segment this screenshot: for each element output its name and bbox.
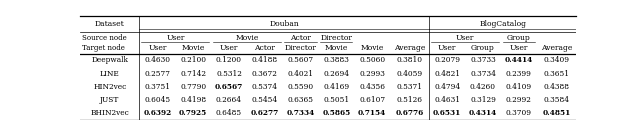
- Text: Movie: Movie: [360, 44, 384, 52]
- Text: User: User: [220, 44, 238, 52]
- Text: 0.5060: 0.5060: [359, 56, 385, 64]
- Text: Movie: Movie: [235, 34, 259, 42]
- Text: 0.4851: 0.4851: [542, 109, 570, 117]
- Text: 0.4188: 0.4188: [252, 56, 278, 64]
- Text: 0.2100: 0.2100: [180, 56, 206, 64]
- Text: Target node: Target node: [82, 44, 125, 52]
- Text: BlogCatalog: BlogCatalog: [479, 20, 526, 28]
- Text: Director: Director: [285, 44, 316, 52]
- Text: Douban: Douban: [269, 20, 300, 28]
- Text: 0.3584: 0.3584: [543, 96, 570, 104]
- Text: 0.2664: 0.2664: [216, 96, 242, 104]
- Text: 0.3672: 0.3672: [252, 70, 278, 77]
- Text: 0.6277: 0.6277: [251, 109, 279, 117]
- Text: Group: Group: [471, 44, 495, 52]
- Text: Dataset: Dataset: [95, 20, 125, 28]
- Text: 0.4631: 0.4631: [434, 96, 460, 104]
- Text: User: User: [438, 44, 456, 52]
- Text: 0.5371: 0.5371: [397, 83, 422, 91]
- Text: 0.3409: 0.3409: [543, 56, 570, 64]
- Text: User: User: [148, 44, 166, 52]
- Text: 0.2694: 0.2694: [323, 70, 349, 77]
- Text: 0.4414: 0.4414: [505, 56, 533, 64]
- Text: 0.4821: 0.4821: [434, 70, 460, 77]
- Text: User: User: [509, 44, 528, 52]
- Text: 0.5126: 0.5126: [397, 96, 422, 104]
- Text: 0.6392: 0.6392: [143, 109, 172, 117]
- Text: 0.5051: 0.5051: [323, 96, 349, 104]
- Text: 0.7925: 0.7925: [179, 109, 207, 117]
- Text: Deepwalk: Deepwalk: [92, 56, 128, 64]
- Text: 0.4388: 0.4388: [543, 83, 570, 91]
- Text: Source node: Source node: [82, 34, 127, 42]
- Text: Actor: Actor: [290, 34, 311, 42]
- Text: 0.4314: 0.4314: [469, 109, 497, 117]
- Text: Average: Average: [541, 44, 572, 52]
- Text: 0.5607: 0.5607: [287, 56, 314, 64]
- Text: 0.5865: 0.5865: [322, 109, 351, 117]
- Text: 0.4356: 0.4356: [359, 83, 385, 91]
- Text: 0.2577: 0.2577: [145, 70, 170, 77]
- Text: 0.7154: 0.7154: [358, 109, 386, 117]
- Text: 0.3751: 0.3751: [145, 83, 170, 91]
- Text: JUST: JUST: [100, 96, 120, 104]
- Text: 0.3709: 0.3709: [506, 109, 532, 117]
- Text: 0.6045: 0.6045: [144, 96, 170, 104]
- Text: 0.5454: 0.5454: [252, 96, 278, 104]
- Text: 0.4260: 0.4260: [470, 83, 496, 91]
- Text: 0.7142: 0.7142: [180, 70, 206, 77]
- Text: HIN2vec: HIN2vec: [93, 83, 126, 91]
- Text: 0.1200: 0.1200: [216, 56, 242, 64]
- Text: 0.3129: 0.3129: [470, 96, 496, 104]
- Text: Director: Director: [321, 34, 352, 42]
- Text: 0.2992: 0.2992: [506, 96, 532, 104]
- Text: 0.5312: 0.5312: [216, 70, 242, 77]
- Text: 0.6107: 0.6107: [359, 96, 385, 104]
- Text: 0.6485: 0.6485: [216, 109, 242, 117]
- Text: 0.7790: 0.7790: [180, 83, 206, 91]
- Text: 0.3883: 0.3883: [323, 56, 349, 64]
- Text: 0.6776: 0.6776: [396, 109, 424, 117]
- Text: 0.6365: 0.6365: [287, 96, 314, 104]
- Text: 0.5590: 0.5590: [287, 83, 314, 91]
- Text: 0.3734: 0.3734: [470, 70, 496, 77]
- Text: 0.6567: 0.6567: [215, 83, 243, 91]
- Text: LINE: LINE: [100, 70, 120, 77]
- Text: Movie: Movie: [182, 44, 205, 52]
- Text: 0.4198: 0.4198: [180, 96, 206, 104]
- Text: 0.4630: 0.4630: [145, 56, 170, 64]
- Text: 0.7334: 0.7334: [287, 109, 315, 117]
- Text: 0.2399: 0.2399: [506, 70, 532, 77]
- Text: Movie: Movie: [324, 44, 348, 52]
- Text: 0.4021: 0.4021: [287, 70, 314, 77]
- Text: 0.5374: 0.5374: [252, 83, 278, 91]
- Text: 0.4794: 0.4794: [434, 83, 460, 91]
- Text: User: User: [456, 34, 474, 42]
- Text: User: User: [166, 34, 184, 42]
- Text: 0.6531: 0.6531: [433, 109, 461, 117]
- Text: 0.2079: 0.2079: [434, 56, 460, 64]
- Text: BHIN2vec: BHIN2vec: [90, 109, 129, 117]
- Text: 0.4109: 0.4109: [506, 83, 532, 91]
- Text: 0.3733: 0.3733: [470, 56, 496, 64]
- Text: Average: Average: [394, 44, 426, 52]
- Text: Actor: Actor: [254, 44, 275, 52]
- Text: Group: Group: [507, 34, 531, 42]
- Text: 0.3810: 0.3810: [397, 56, 422, 64]
- Text: 0.4059: 0.4059: [397, 70, 423, 77]
- Text: 0.3651: 0.3651: [543, 70, 570, 77]
- Text: 0.2993: 0.2993: [359, 70, 385, 77]
- Text: 0.4169: 0.4169: [323, 83, 349, 91]
